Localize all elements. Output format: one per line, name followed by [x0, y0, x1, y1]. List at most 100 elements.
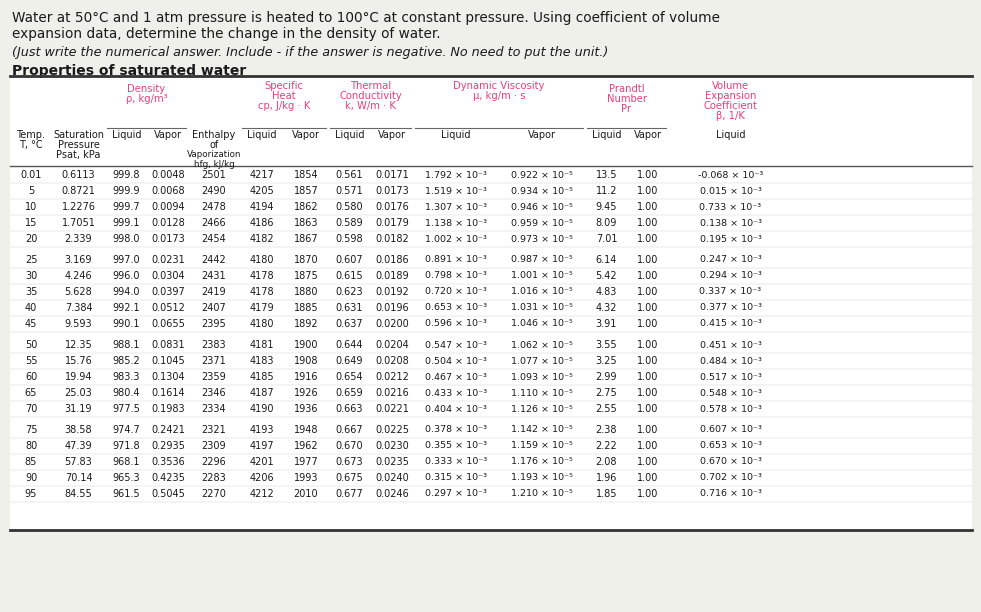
Text: 2296: 2296 [202, 457, 227, 467]
Text: 4182: 4182 [250, 234, 275, 244]
Text: 1.002 × 10⁻³: 1.002 × 10⁻³ [425, 234, 487, 244]
Text: 0.653 × 10⁻³: 0.653 × 10⁻³ [699, 441, 761, 450]
Text: Specific: Specific [265, 81, 303, 91]
Text: 4185: 4185 [250, 372, 275, 382]
Text: 1.159 × 10⁻⁵: 1.159 × 10⁻⁵ [511, 441, 573, 450]
Text: 1.210 × 10⁻⁵: 1.210 × 10⁻⁵ [511, 490, 573, 499]
Text: 9.45: 9.45 [595, 202, 617, 212]
Text: 1.2276: 1.2276 [62, 202, 95, 212]
Text: 0.1983: 0.1983 [151, 404, 184, 414]
Text: 0.415 × 10⁻³: 0.415 × 10⁻³ [699, 319, 761, 329]
Text: 0.467 × 10⁻³: 0.467 × 10⁻³ [425, 373, 487, 381]
Text: 1908: 1908 [293, 356, 318, 366]
Text: 1.519 × 10⁻³: 1.519 × 10⁻³ [425, 187, 487, 195]
Text: 0.0173: 0.0173 [375, 186, 409, 196]
Text: 990.1: 990.1 [113, 319, 140, 329]
Text: 961.5: 961.5 [113, 489, 140, 499]
Text: 9.593: 9.593 [65, 319, 92, 329]
Text: 992.1: 992.1 [113, 303, 140, 313]
Text: 45: 45 [25, 319, 37, 329]
Text: 4180: 4180 [250, 319, 275, 329]
Text: 1.093 × 10⁻⁵: 1.093 × 10⁻⁵ [511, 373, 573, 381]
Text: 0.733 × 10⁻³: 0.733 × 10⁻³ [699, 203, 761, 212]
Text: 974.7: 974.7 [113, 425, 140, 435]
Text: 0.0230: 0.0230 [375, 441, 409, 451]
Text: 0.0208: 0.0208 [375, 356, 409, 366]
Text: expansion data, determine the change in the density of water.: expansion data, determine the change in … [12, 27, 440, 41]
Text: Water at 50°C and 1 atm pressure is heated to 100°C at constant pressure. Using : Water at 50°C and 1 atm pressure is heat… [12, 11, 720, 25]
Text: 2309: 2309 [202, 441, 227, 451]
Text: 60: 60 [25, 372, 37, 382]
Text: μ, kg/m · s: μ, kg/m · s [473, 91, 525, 101]
Text: 8.09: 8.09 [595, 218, 617, 228]
Text: 0.315 × 10⁻³: 0.315 × 10⁻³ [425, 474, 487, 482]
Text: Liquid: Liquid [335, 130, 364, 140]
Text: 1.00: 1.00 [638, 340, 658, 350]
Text: 2.22: 2.22 [595, 441, 617, 451]
Text: 0.0176: 0.0176 [375, 202, 409, 212]
Text: 13.5: 13.5 [595, 170, 617, 180]
Text: 0.0189: 0.0189 [375, 271, 409, 281]
Text: 0.247 × 10⁻³: 0.247 × 10⁻³ [699, 255, 761, 264]
Text: 0.0231: 0.0231 [151, 255, 184, 265]
Text: 0.548 × 10⁻³: 0.548 × 10⁻³ [699, 389, 761, 398]
Text: 0.0173: 0.0173 [151, 234, 184, 244]
Text: 999.9: 999.9 [113, 186, 140, 196]
Text: 2501: 2501 [202, 170, 227, 180]
Text: 0.720 × 10⁻³: 0.720 × 10⁻³ [425, 288, 487, 296]
Text: 0.653 × 10⁻³: 0.653 × 10⁻³ [425, 304, 487, 313]
Text: 0.2935: 0.2935 [151, 441, 185, 451]
Text: 19.94: 19.94 [65, 372, 92, 382]
Text: 0.0304: 0.0304 [151, 271, 184, 281]
Text: 70: 70 [25, 404, 37, 414]
Text: Liquid: Liquid [592, 130, 621, 140]
Text: 0.922 × 10⁻⁵: 0.922 × 10⁻⁵ [511, 171, 573, 179]
Text: 2454: 2454 [202, 234, 227, 244]
Text: 0.404 × 10⁻³: 0.404 × 10⁻³ [425, 405, 487, 414]
Text: 1.00: 1.00 [638, 404, 658, 414]
Text: 985.2: 985.2 [113, 356, 140, 366]
Text: 0.631: 0.631 [336, 303, 363, 313]
Text: 0.547 × 10⁻³: 0.547 × 10⁻³ [425, 340, 487, 349]
Text: 0.0048: 0.0048 [151, 170, 184, 180]
Text: 0.598: 0.598 [336, 234, 363, 244]
Text: 0.578 × 10⁻³: 0.578 × 10⁻³ [699, 405, 761, 414]
Text: 0.0128: 0.0128 [151, 218, 184, 228]
Text: 1.792 × 10⁻³: 1.792 × 10⁻³ [425, 171, 487, 179]
Text: 2346: 2346 [202, 388, 227, 398]
Text: 90: 90 [25, 473, 37, 483]
Text: 4.83: 4.83 [595, 287, 617, 297]
Text: Temp.: Temp. [17, 130, 45, 140]
Text: Vapor: Vapor [292, 130, 320, 140]
Text: 3.91: 3.91 [595, 319, 617, 329]
Text: Vapor: Vapor [634, 130, 662, 140]
Text: 0.355 × 10⁻³: 0.355 × 10⁻³ [425, 441, 487, 450]
Text: 0.987 × 10⁻⁵: 0.987 × 10⁻⁵ [511, 255, 573, 264]
Text: 1.85: 1.85 [595, 489, 617, 499]
Text: 0.0200: 0.0200 [375, 319, 409, 329]
Text: 50: 50 [25, 340, 37, 350]
Text: Liquid: Liquid [247, 130, 277, 140]
Text: Vaporization: Vaporization [186, 150, 241, 159]
Text: 4187: 4187 [250, 388, 275, 398]
Text: 2334: 2334 [202, 404, 227, 414]
Text: 1.00: 1.00 [638, 489, 658, 499]
Text: 0.670 × 10⁻³: 0.670 × 10⁻³ [699, 458, 761, 466]
Text: 2010: 2010 [293, 489, 318, 499]
Text: 1993: 1993 [293, 473, 318, 483]
Text: 0.675: 0.675 [336, 473, 363, 483]
Text: Liquid: Liquid [716, 130, 746, 140]
Text: 0.973 × 10⁻⁵: 0.973 × 10⁻⁵ [511, 234, 573, 244]
Text: 1.00: 1.00 [638, 441, 658, 451]
Text: 25.03: 25.03 [65, 388, 92, 398]
Text: 2419: 2419 [202, 287, 227, 297]
Text: 0.798 × 10⁻³: 0.798 × 10⁻³ [425, 272, 487, 280]
Text: 0.015 × 10⁻³: 0.015 × 10⁻³ [699, 187, 761, 195]
Text: 1892: 1892 [293, 319, 318, 329]
Text: 0.1045: 0.1045 [151, 356, 184, 366]
Text: 2431: 2431 [202, 271, 227, 281]
Text: 0.484 × 10⁻³: 0.484 × 10⁻³ [699, 357, 761, 365]
Text: 1.00: 1.00 [638, 287, 658, 297]
Text: 4179: 4179 [250, 303, 275, 313]
Text: 1.001 × 10⁻⁵: 1.001 × 10⁻⁵ [511, 272, 573, 280]
